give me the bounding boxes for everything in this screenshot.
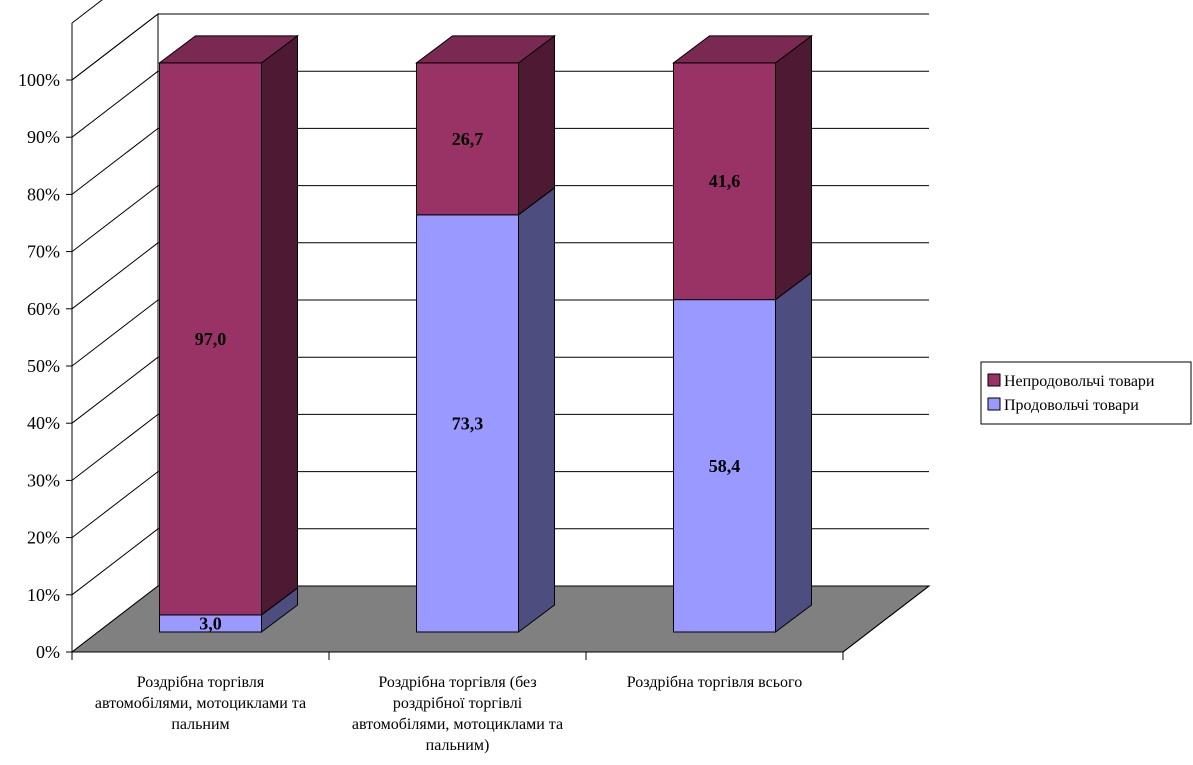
gridline-diagonal bbox=[71, 414, 159, 481]
gridline-diagonal bbox=[71, 128, 159, 195]
gridline-diagonal bbox=[71, 299, 159, 367]
y-tick-label: 0% bbox=[36, 642, 60, 662]
data-label: 97,0 bbox=[195, 329, 227, 349]
bar-side bbox=[775, 34, 812, 301]
y-tick-label: 60% bbox=[27, 299, 60, 319]
gridline-diagonal bbox=[71, 0, 103, 24]
legend-label: Непродовольчі товари bbox=[1004, 373, 1155, 390]
legend-swatch bbox=[987, 397, 1001, 411]
y-tick-label: 50% bbox=[27, 356, 60, 376]
data-label: 3,0 bbox=[199, 613, 222, 633]
bar-top bbox=[672, 35, 813, 64]
bar-side bbox=[261, 34, 298, 616]
legend-swatch bbox=[987, 373, 1001, 387]
legend-label: Продовольчі товари bbox=[1004, 397, 1139, 414]
data-label: 58,4 bbox=[709, 456, 741, 476]
data-label: 73,3 bbox=[452, 413, 484, 433]
gridline-diagonal bbox=[71, 242, 159, 310]
x-tick-label: пальним bbox=[171, 716, 229, 733]
gridline-diagonal bbox=[71, 528, 159, 596]
x-tick-label: Роздрібна торгівля всього bbox=[627, 674, 802, 691]
y-tick-label: 100% bbox=[18, 70, 60, 90]
gridline-diagonal bbox=[71, 13, 159, 81]
y-tick-label: 20% bbox=[27, 528, 60, 548]
x-tick-label: автомобілями, мотоциклами та bbox=[95, 695, 306, 712]
data-label: 41,6 bbox=[709, 171, 741, 191]
bar-side bbox=[518, 186, 555, 633]
y-tick-label: 10% bbox=[27, 585, 60, 605]
y-tick-label: 70% bbox=[27, 242, 60, 262]
x-tick-label: роздрібної торгівлі bbox=[393, 695, 523, 712]
bar-side bbox=[775, 271, 812, 633]
bar-top bbox=[415, 35, 556, 64]
bar-front bbox=[416, 62, 519, 216]
gridline-diagonal bbox=[71, 185, 159, 252]
gridline-diagonal bbox=[71, 471, 159, 538]
gridline-diagonal bbox=[71, 70, 159, 138]
bar-front bbox=[159, 62, 262, 616]
bar-side bbox=[518, 34, 555, 216]
y-tick-label: 90% bbox=[27, 127, 60, 147]
gridline-diagonal bbox=[71, 356, 159, 424]
bar-top bbox=[158, 35, 299, 64]
y-tick-label: 80% bbox=[27, 184, 60, 204]
x-tick-label: Роздрібна торгівля (без bbox=[378, 674, 536, 691]
y-tick-label: 30% bbox=[27, 470, 60, 490]
y-tick-label: 40% bbox=[27, 413, 60, 433]
floor-edge bbox=[842, 585, 930, 653]
x-tick-label: пальним) bbox=[426, 737, 490, 754]
x-tick-label: автомобілями, мотоциклами та bbox=[352, 716, 563, 733]
bar-front bbox=[416, 214, 519, 633]
data-label: 26,7 bbox=[452, 129, 484, 149]
legend bbox=[980, 361, 1192, 425]
x-tick-label: Роздрібна торгівля bbox=[137, 674, 265, 691]
